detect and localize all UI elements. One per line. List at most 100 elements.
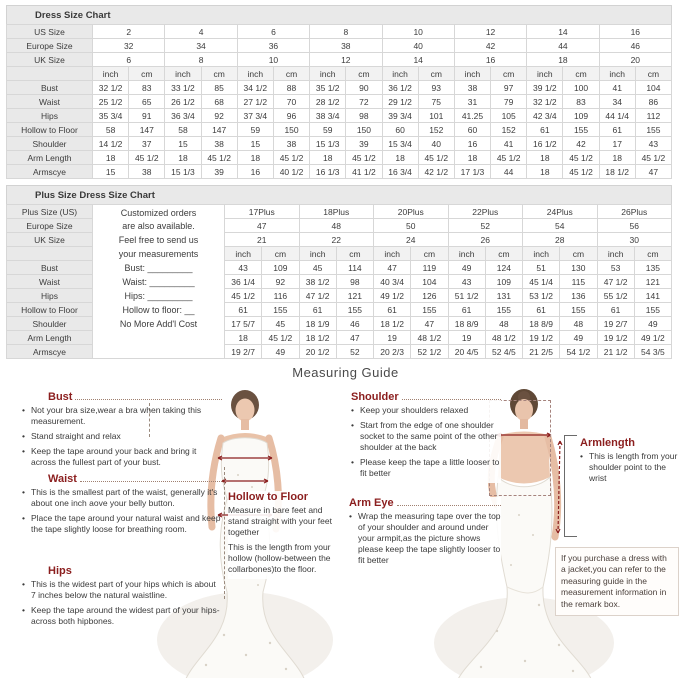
measurement-value: 155 [410, 302, 449, 317]
guide-section-armlength: Armlength This is length from your shoul… [580, 437, 679, 489]
measurement-value: 58 [164, 122, 202, 137]
measurement-value: 18 [309, 150, 347, 165]
measurement-value: 92 [261, 274, 300, 289]
size-value: 12 [453, 24, 528, 39]
measurement-value: 18 [598, 150, 636, 165]
size-value: 38 [309, 38, 383, 53]
measurement-value: 105 [490, 108, 528, 123]
size-header-row: UK Size 21 22 24 26 28 30 [6, 232, 672, 247]
size-value: 2 [91, 24, 166, 39]
measurement-value: 18 1/2 [598, 164, 636, 179]
measurement-value: 45 1/2 [634, 150, 673, 165]
unit-header: inch [447, 246, 486, 261]
measurement-value: 49 [633, 316, 673, 331]
measurement-value: 92 [200, 108, 238, 123]
measurement-value: 68 [200, 94, 238, 109]
measurement-value: 45 1/2 [562, 150, 600, 165]
size-value: 40 [381, 38, 455, 53]
measurement-value: 147 [128, 122, 166, 137]
measurement-value: 19 [372, 330, 412, 345]
measurement-value: 38 [453, 80, 492, 95]
row-label: Hips [6, 288, 93, 303]
measurement-value: 36 3/4 [164, 108, 202, 123]
measurement-value: 19 2/7 [223, 344, 263, 359]
measurement-value: 41 1/2 [345, 164, 383, 179]
measurement-value: 18 [381, 150, 419, 165]
unit-header: cm [272, 66, 311, 81]
measurement-value: 55 1/2 [596, 288, 635, 303]
measurement-value: 41 [598, 80, 636, 95]
measurement-value: 121 [335, 288, 375, 303]
dress-size-chart: Dress Size Chart US Size 2 4 6 8 10 12 14 16 Euro… [6, 5, 673, 179]
guide-bullet: Stand straight and relax [22, 431, 222, 442]
measurement-value: 54 3/5 [633, 344, 673, 359]
size-value: 44 [526, 38, 600, 53]
unit-header: cm [128, 66, 166, 81]
measurement-value: 59 [236, 122, 274, 137]
measurement-value: 18 1/2 [298, 330, 337, 345]
size-value: 6 [236, 24, 311, 39]
unit-header: inch [91, 66, 130, 81]
size-value: 56 [596, 218, 672, 233]
size-value: 26Plus [596, 204, 672, 219]
measurement-value: 21 2/5 [521, 344, 561, 359]
unit-header: inch [596, 246, 635, 261]
measurement-value: 45 1/2 [261, 330, 300, 345]
measurement-value: 104 [410, 274, 449, 289]
measurement-value: 61 [447, 302, 486, 317]
size-value: 17Plus [224, 204, 300, 219]
size-value: 14 [381, 52, 455, 67]
row-label: Armscye [6, 164, 93, 179]
waist-heading: Waist [48, 473, 77, 485]
row-label: Waist [6, 94, 93, 109]
size-value: 8 [164, 52, 238, 67]
custom-note-line: Customized orders [120, 207, 197, 218]
measurement-value: 45 [298, 260, 337, 275]
measurement-value: 37 3/4 [236, 108, 274, 123]
unit-header: cm [410, 246, 449, 261]
dotted-leader [75, 399, 222, 400]
custom-orders-note: Customized orders are also available. Feel… [92, 204, 225, 359]
measurement-value: 52 1/2 [410, 344, 449, 359]
measurement-value: 19 1/2 [596, 330, 635, 345]
unit-header: inch [453, 66, 492, 81]
measurement-value: 47 [634, 164, 673, 179]
measurement-value: 61 [298, 302, 337, 317]
dotted-leader [79, 481, 222, 482]
measurement-value: 155 [261, 302, 300, 317]
unit-header: inch [298, 246, 337, 261]
measurement-value: 79 [490, 94, 528, 109]
guide-section-shoulder: Shoulder Keep your shoulders relaxed Sta… [351, 391, 501, 484]
measurement-value: 45 1/2 [345, 150, 383, 165]
unit-header: cm [335, 246, 375, 261]
measurement-value: 90 [345, 80, 383, 95]
size-value: 4 [164, 24, 238, 39]
measurement-value: 136 [559, 288, 598, 303]
guide-section-hips: Hips This is the widest part of your hip… [22, 565, 222, 631]
measurement-value: 45 1/2 [417, 150, 455, 165]
measurement-value: 147 [200, 122, 238, 137]
size-value: 52 [447, 218, 523, 233]
row-label: UK Size [6, 232, 93, 247]
unit-header: inch [236, 66, 274, 81]
measurement-value: 85 [200, 80, 238, 95]
plus-size-table: Plus Size (US) Customized orders are also … [6, 204, 673, 359]
shoulder-heading: Shoulder [351, 391, 399, 403]
measurement-value: 37 [128, 136, 166, 151]
row-label: Arm Length [6, 330, 93, 345]
custom-note-line: Feel free to send us [118, 235, 199, 246]
measurement-value: 39 [345, 136, 383, 151]
measurement-value: 46 [335, 316, 375, 331]
guide-bullet: Keep your shoulders relaxed [351, 405, 501, 416]
measurement-value: 155 [562, 122, 600, 137]
custom-note-line: Hips: _________ [124, 291, 193, 302]
measurement-value: 16 [236, 164, 274, 179]
size-value: 10 [236, 52, 311, 67]
measurement-value: 150 [345, 122, 383, 137]
measurement-value: 104 [634, 80, 673, 95]
guide-section-waist: Waist This is the smallest part of the w… [22, 473, 222, 539]
guide-bullet: Keep the tape around the widest part of … [22, 605, 222, 627]
row-label: Shoulder [6, 316, 93, 331]
measurement-value: 18 1/2 [372, 316, 412, 331]
bust-heading: Bust [48, 391, 73, 403]
